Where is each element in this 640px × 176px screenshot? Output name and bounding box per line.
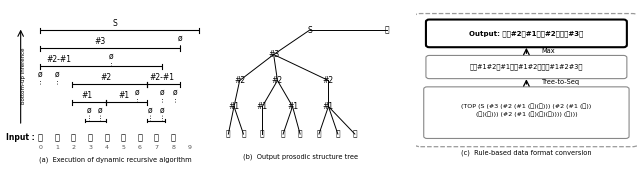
Text: 5: 5 bbox=[122, 145, 125, 150]
Text: 6: 6 bbox=[138, 145, 142, 150]
Text: 用: 用 bbox=[71, 133, 76, 142]
FancyBboxPatch shape bbox=[426, 55, 627, 79]
Text: #1: #1 bbox=[323, 102, 334, 111]
Text: #1: #1 bbox=[287, 102, 298, 111]
Text: 秋: 秋 bbox=[335, 130, 340, 139]
Text: #1: #1 bbox=[81, 91, 93, 100]
FancyBboxPatch shape bbox=[426, 20, 627, 47]
Text: #2-#1: #2-#1 bbox=[47, 55, 72, 64]
Text: ø: ø bbox=[148, 106, 153, 115]
Text: 。: 。 bbox=[385, 26, 389, 35]
Text: Max: Max bbox=[542, 48, 556, 54]
Text: 子: 子 bbox=[241, 130, 246, 139]
Text: (b)  Output prosodic structure tree: (b) Output prosodic structure tree bbox=[243, 153, 358, 160]
Text: #3: #3 bbox=[268, 50, 279, 59]
Text: ø: ø bbox=[86, 106, 91, 115]
Text: 。: 。 bbox=[171, 133, 175, 142]
FancyBboxPatch shape bbox=[414, 14, 639, 147]
Text: 猴: 猴 bbox=[226, 130, 230, 139]
Text: ø: ø bbox=[109, 51, 113, 61]
Text: 4: 4 bbox=[105, 145, 109, 150]
Text: #3: #3 bbox=[94, 37, 106, 46]
Text: ø: ø bbox=[178, 33, 182, 42]
Text: #1: #1 bbox=[257, 102, 268, 111]
Text: 落: 落 bbox=[121, 133, 126, 142]
Text: Output: 猴子#2用#1尾巴#2落秋干#3。: Output: 猴子#2用#1尾巴#2落秋干#3。 bbox=[469, 30, 584, 37]
Text: #1: #1 bbox=[228, 102, 239, 111]
Text: #2: #2 bbox=[323, 76, 334, 85]
Text: 猴: 猴 bbox=[38, 133, 43, 142]
FancyBboxPatch shape bbox=[424, 87, 629, 139]
Text: Tree-to-Seq: Tree-to-Seq bbox=[542, 79, 580, 85]
Text: 8: 8 bbox=[172, 145, 175, 150]
Text: ø: ø bbox=[55, 70, 60, 78]
Text: #2: #2 bbox=[234, 76, 245, 85]
Text: S: S bbox=[113, 19, 117, 28]
Text: 1: 1 bbox=[55, 145, 59, 150]
Text: ø: ø bbox=[159, 106, 164, 115]
Text: 干: 干 bbox=[154, 133, 159, 142]
Text: bottom-up inference: bottom-up inference bbox=[20, 47, 26, 104]
Text: ø: ø bbox=[172, 87, 177, 97]
Text: 巴: 巴 bbox=[104, 133, 109, 142]
Text: S: S bbox=[307, 26, 312, 35]
Text: #2: #2 bbox=[100, 73, 111, 82]
Text: 9: 9 bbox=[188, 145, 192, 150]
Text: (a)  Execution of dynamic recursive algorithm: (a) Execution of dynamic recursive algor… bbox=[38, 157, 191, 163]
Text: ø: ø bbox=[38, 70, 43, 78]
Text: 巴: 巴 bbox=[298, 130, 303, 139]
Text: 干: 干 bbox=[353, 130, 357, 139]
Text: 尾: 尾 bbox=[281, 130, 285, 139]
Text: ø: ø bbox=[98, 106, 102, 115]
Text: 0: 0 bbox=[38, 145, 42, 150]
Text: 子: 子 bbox=[54, 133, 60, 142]
Text: 3: 3 bbox=[88, 145, 92, 150]
Text: 猴子#1#2用#1尾巴#1#2落秋干#1#2#3。: 猴子#1#2用#1尾巴#1#2落秋干#1#2#3。 bbox=[470, 64, 583, 70]
Text: 尾: 尾 bbox=[88, 133, 93, 142]
Text: #2-#1: #2-#1 bbox=[149, 73, 174, 82]
Text: 落: 落 bbox=[317, 130, 321, 139]
Text: 7: 7 bbox=[155, 145, 159, 150]
Text: Input :: Input : bbox=[6, 133, 35, 142]
Text: (c)  Rule-based data format conversion: (c) Rule-based data format conversion bbox=[461, 149, 592, 156]
Text: 2: 2 bbox=[72, 145, 76, 150]
Text: 用: 用 bbox=[260, 130, 265, 139]
Text: #2: #2 bbox=[272, 76, 283, 85]
Text: #1: #1 bbox=[118, 91, 130, 100]
Text: ø: ø bbox=[135, 87, 140, 97]
Text: (TOP (S (#3 (#2 (#1 (猴)(子))) (#2 (#1 (用))
(尾)(巴))) (#2 (#1 (落)(秋)(干)))) (。))): (TOP (S (#3 (#2 (#1 (猴)(子))) (#2 (#1 (用)… bbox=[461, 103, 591, 117]
Text: 秋: 秋 bbox=[138, 133, 143, 142]
Text: ø: ø bbox=[159, 87, 164, 97]
